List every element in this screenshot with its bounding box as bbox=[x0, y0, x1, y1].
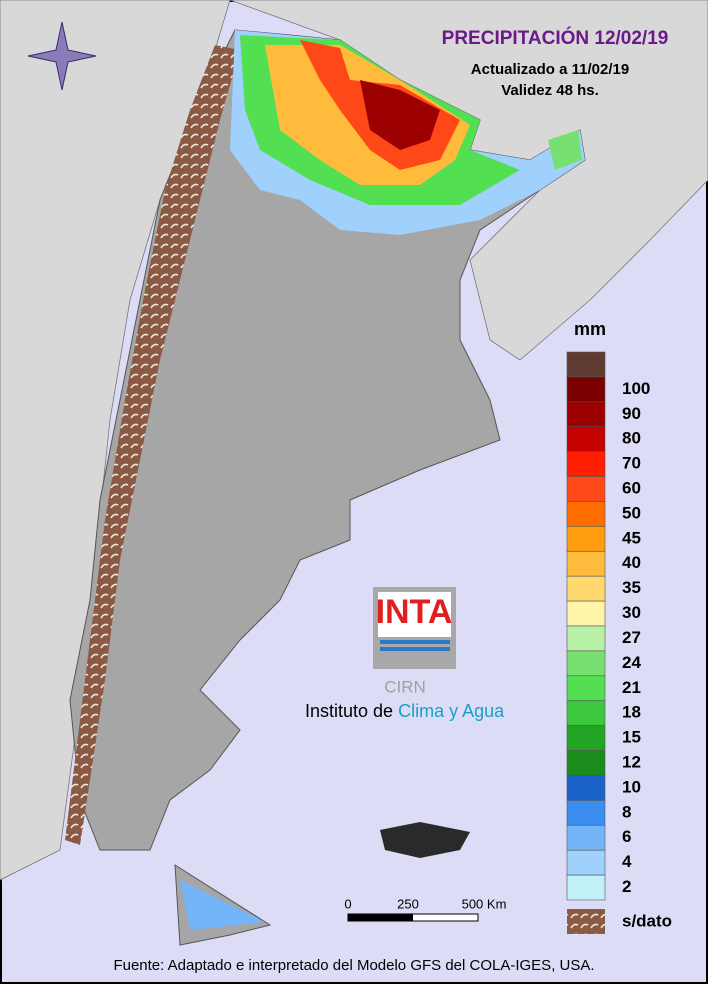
institute: Instituto de bbox=[305, 701, 393, 721]
legend-label: 12 bbox=[622, 752, 641, 771]
legend-unit: mm bbox=[574, 319, 606, 339]
legend-label: 2 bbox=[622, 877, 631, 896]
logo-stripe bbox=[380, 640, 450, 644]
legend-swatch bbox=[566, 700, 606, 726]
legend-label: 70 bbox=[622, 454, 641, 473]
legend-label: 8 bbox=[622, 802, 631, 821]
legend-label: 21 bbox=[622, 678, 641, 697]
updated: Actualizado a 11/02/19 bbox=[471, 61, 629, 78]
legend-swatch bbox=[566, 351, 606, 378]
legend-label: 4 bbox=[622, 852, 632, 871]
legend-swatch bbox=[566, 725, 606, 751]
legend-swatch bbox=[566, 675, 606, 702]
malvinas bbox=[380, 822, 470, 858]
legend-swatch bbox=[566, 476, 606, 502]
legend-swatch bbox=[566, 526, 606, 552]
logo-stripe bbox=[380, 647, 450, 651]
legend-swatch bbox=[566, 575, 606, 602]
legend-swatch bbox=[566, 750, 606, 776]
title: PRECIPITACIÓN 12/02/19 bbox=[442, 27, 669, 49]
legend-label: 100 bbox=[622, 379, 650, 398]
legend-label: 45 bbox=[622, 528, 641, 547]
legend-label: 27 bbox=[622, 628, 641, 647]
legend-swatch bbox=[566, 451, 606, 477]
legend-swatch bbox=[566, 800, 606, 826]
scale-label: 250 bbox=[397, 896, 419, 911]
legend-label: 18 bbox=[622, 703, 641, 722]
validity: Validez 48 hs. bbox=[501, 82, 599, 99]
logo-panel bbox=[378, 592, 451, 637]
legend-swatch bbox=[566, 650, 606, 677]
legend: 100 90 80 70 60 50 45 40 35 30 27 24 21 18 15 12 10 8 6 4 2 bbox=[566, 351, 650, 901]
legend-swatch bbox=[566, 550, 606, 577]
institute-highlight: Clima y Agua bbox=[398, 701, 505, 721]
legend-swatch bbox=[566, 401, 606, 428]
precip-90 bbox=[360, 80, 440, 150]
precip-south bbox=[180, 880, 265, 930]
legend-label: 35 bbox=[622, 578, 641, 597]
logo-institute: Instituto de Clima y Agua bbox=[305, 701, 505, 721]
legend-swatch bbox=[566, 625, 606, 652]
footer: Fuente: Adaptado e interpretado del Mode… bbox=[113, 957, 594, 974]
legend-label: 24 bbox=[622, 653, 641, 672]
legend-label: 15 bbox=[622, 728, 641, 747]
legend-label: 30 bbox=[622, 603, 641, 622]
legend-swatch bbox=[566, 426, 606, 452]
legend-label: 90 bbox=[622, 404, 641, 423]
legend-label: 80 bbox=[622, 429, 641, 448]
logo-center: CIRN bbox=[384, 677, 426, 696]
argentina bbox=[69, 29, 586, 851]
legend-swatch bbox=[566, 600, 606, 627]
no-data-swatch bbox=[567, 909, 605, 934]
legend-swatch bbox=[566, 376, 606, 403]
legend-swatch bbox=[566, 501, 606, 527]
legend-swatch bbox=[566, 775, 606, 801]
logo-brand: INTA bbox=[376, 593, 453, 631]
legend-label: 40 bbox=[622, 553, 641, 572]
no-data-area bbox=[65, 45, 240, 845]
legend-label: 60 bbox=[622, 478, 641, 497]
legend-swatch bbox=[566, 849, 606, 876]
legend-swatch bbox=[566, 824, 606, 851]
legend-swatch bbox=[566, 874, 606, 901]
scale-bar-half bbox=[348, 914, 413, 921]
scale-label: 500 Km bbox=[462, 896, 507, 911]
legend-label: 10 bbox=[622, 777, 641, 796]
compass bbox=[27, 21, 97, 91]
no-data-label: s/dato bbox=[622, 911, 672, 930]
legend-label: 50 bbox=[622, 503, 641, 522]
scale-label: 0 bbox=[344, 896, 351, 911]
legend-label: 6 bbox=[622, 827, 631, 846]
precip-24 bbox=[548, 130, 582, 170]
